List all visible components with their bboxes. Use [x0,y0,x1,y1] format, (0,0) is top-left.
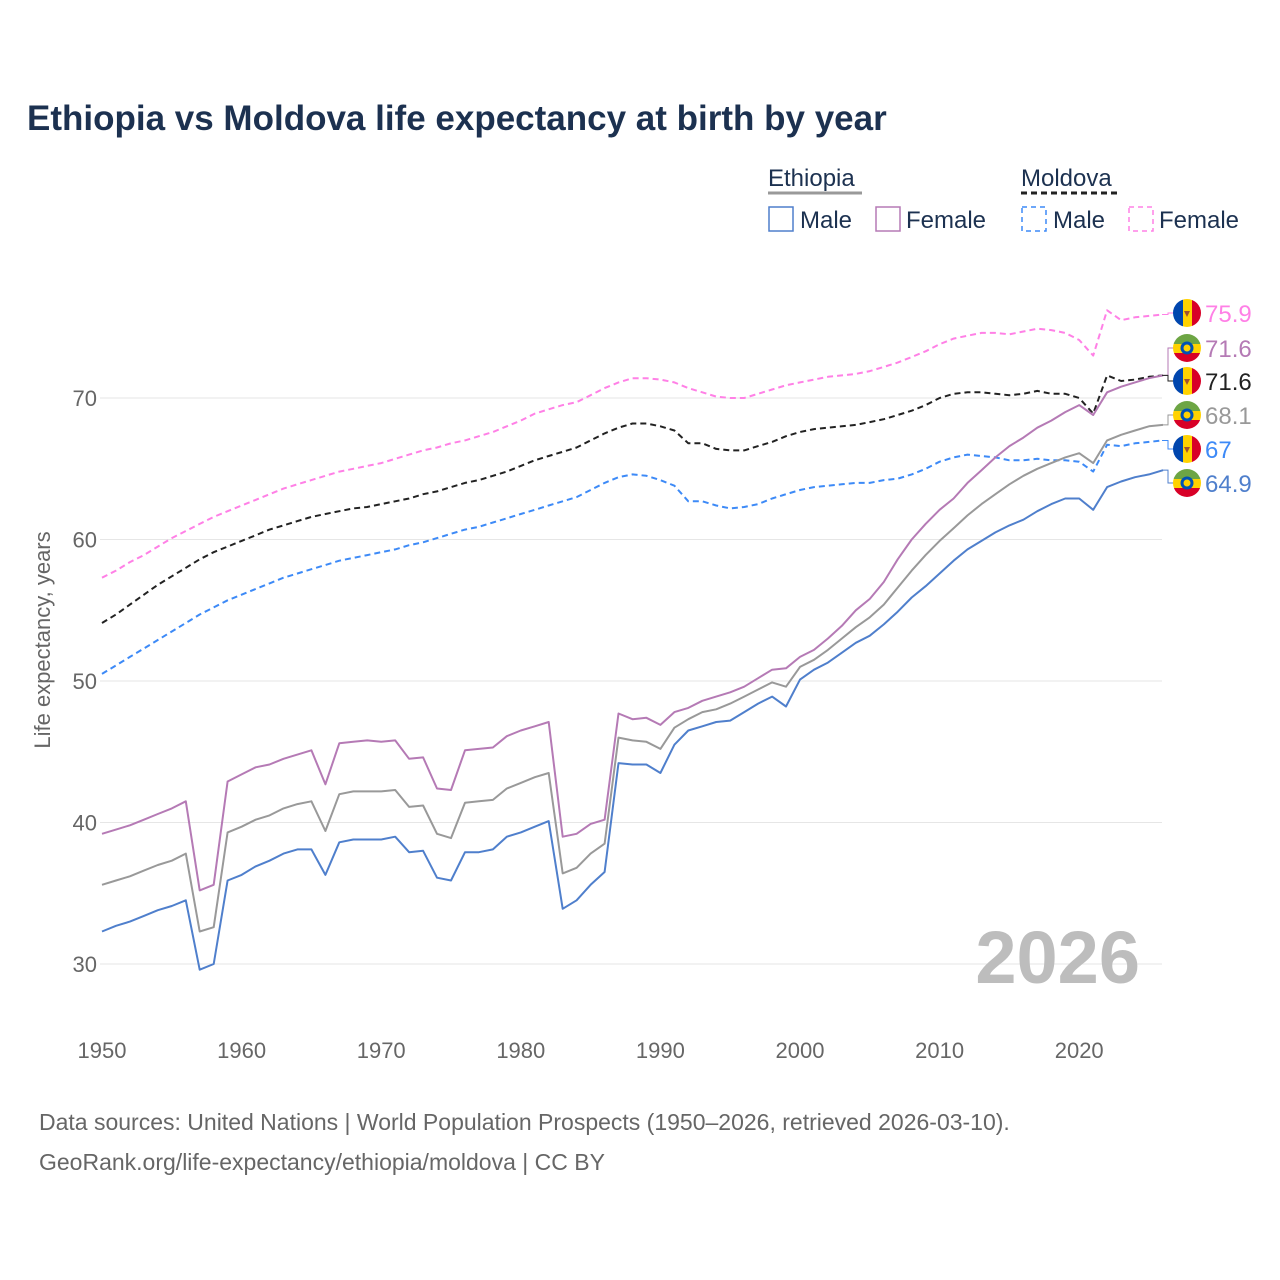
series-line-ethiopia [101,423,1164,933]
end-value-label: 75.9 [1205,301,1252,328]
x-tick-label: 2020 [1055,1038,1104,1063]
y-tick-label: 30 [73,952,97,977]
end-value-label: 68.1 [1205,403,1252,430]
legend-group-ethiopia: Ethiopia [768,165,855,192]
end-value-label: 67 [1205,437,1232,464]
label-connector [1162,439,1174,450]
x-tick-label: 1950 [78,1038,127,1063]
x-tick-label: 2000 [776,1038,825,1063]
series-line-moldova-female [101,309,1164,579]
legend-swatch-ethiopia-female [875,206,901,232]
end-value-label: 71.6 [1205,369,1252,396]
series-line-ethiopia-male [101,469,1164,971]
x-tick-label: 2010 [915,1038,964,1063]
label-connector [1162,312,1174,316]
y-tick-label: 50 [73,669,97,694]
ethiopia-flag-icon [1173,401,1201,429]
legend-group-moldova: Moldova [1021,165,1112,192]
y-axis-ticks: 30 40 50 60 70 [73,386,97,977]
legend-moldova-female[interactable]: Female [1159,207,1239,234]
chart-title: Ethiopia vs Moldova life expectancy at b… [27,99,887,138]
legend: Ethiopia Male Female Moldova Male Female [768,165,1239,234]
x-tick-label: 1990 [636,1038,685,1063]
label-connector [1162,347,1174,376]
footer-url[interactable]: GeoRank.org/life-expectancy/ethiopia/mol… [39,1149,605,1175]
moldova-flag-icon [1173,435,1201,463]
x-axis-ticks: 1950 1960 1970 1980 1990 2000 2010 2020 [78,1038,1104,1063]
label-connector [1162,414,1174,426]
y-tick-label: 70 [73,386,97,411]
end-value-label: 64.9 [1205,471,1252,498]
moldova-flag-icon [1173,367,1201,395]
y-tick-label: 60 [73,528,97,553]
series-line-moldova-male [101,439,1164,675]
year-watermark: 2026 [975,916,1140,999]
moldova-flag-icon [1173,299,1201,327]
x-tick-label: 1970 [357,1038,406,1063]
y-axis-label: Life expectancy, years [30,531,55,748]
gridlines [100,397,1162,965]
legend-ethiopia-male[interactable]: Male [800,207,852,234]
legend-ethiopia-female[interactable]: Female [906,207,986,234]
x-tick-label: 1960 [217,1038,266,1063]
legend-swatch-moldova-male [1021,206,1047,232]
y-tick-label: 40 [73,811,97,836]
end-value-label: 71.6 [1205,336,1252,363]
label-connector [1162,374,1174,382]
label-connector [1162,469,1174,484]
end-labels: 75.9 71.6 71.6 68.1 67 64.9 [1162,299,1252,498]
x-tick-label: 1980 [496,1038,545,1063]
ethiopia-flag-icon [1173,334,1201,362]
series-line-ethiopia-female [101,374,1164,892]
series-lines [101,309,1164,971]
series-line-moldova [101,374,1164,624]
legend-swatch-moldova-female [1128,206,1154,232]
legend-swatch-ethiopia-male [768,206,794,232]
legend-moldova-male[interactable]: Male [1053,207,1105,234]
footer-sources: Data sources: United Nations | World Pop… [39,1109,1010,1135]
ethiopia-flag-icon [1173,469,1201,497]
